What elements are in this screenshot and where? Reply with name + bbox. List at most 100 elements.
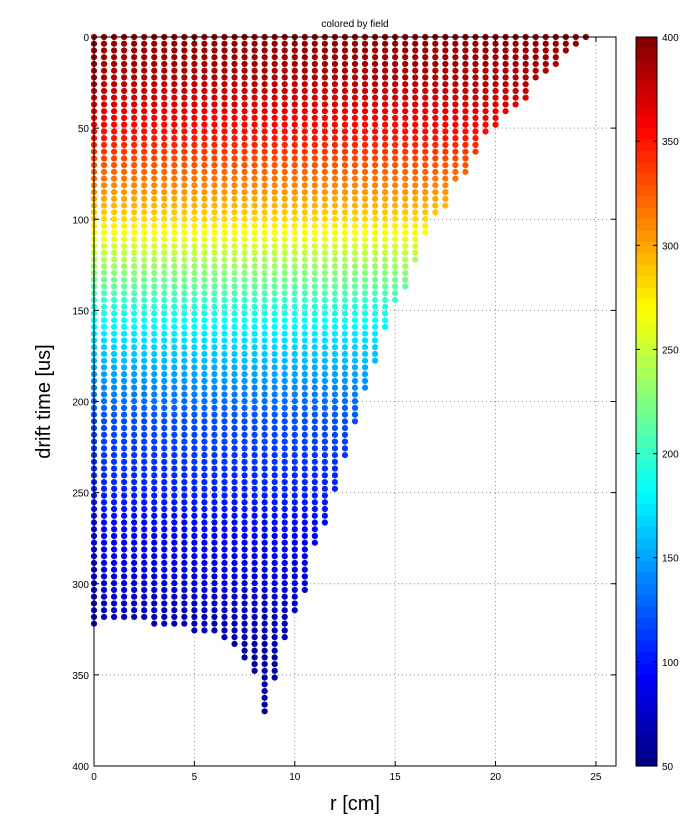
data-point xyxy=(191,391,198,398)
data-point xyxy=(291,593,298,600)
data-point xyxy=(371,67,379,74)
data-point xyxy=(291,350,298,358)
data-point xyxy=(100,81,108,88)
data-point xyxy=(141,465,148,472)
x-tick-label: 0 xyxy=(91,772,97,783)
data-point xyxy=(110,492,118,499)
data-point xyxy=(241,620,248,627)
data-point xyxy=(291,101,298,108)
data-point xyxy=(432,202,439,209)
data-point xyxy=(231,532,238,540)
data-point xyxy=(231,492,238,499)
data-point xyxy=(211,188,218,196)
y-tick-label: 350 xyxy=(72,671,89,682)
colorbar-band xyxy=(636,93,657,106)
data-point xyxy=(361,263,369,270)
data-point xyxy=(100,532,108,540)
data-point xyxy=(321,60,328,68)
data-point xyxy=(392,202,399,209)
data-point xyxy=(261,458,268,465)
data-point xyxy=(100,209,108,216)
data-point xyxy=(221,229,228,236)
data-point xyxy=(251,344,258,351)
y-tick-label: 0 xyxy=(83,33,89,44)
data-point xyxy=(291,202,298,209)
data-point xyxy=(402,141,409,148)
data-point xyxy=(532,74,539,81)
data-point xyxy=(422,141,429,148)
data-point xyxy=(291,559,298,567)
data-point xyxy=(392,269,399,277)
data-point xyxy=(351,411,359,418)
data-point xyxy=(131,162,138,169)
data-point xyxy=(271,67,278,74)
data-point xyxy=(161,209,168,216)
data-point xyxy=(442,101,449,108)
data-point xyxy=(181,121,188,128)
data-point xyxy=(281,269,288,277)
data-point xyxy=(281,188,288,196)
data-point xyxy=(151,269,158,277)
data-point xyxy=(211,114,218,122)
data-point xyxy=(482,121,489,128)
data-point xyxy=(241,195,248,202)
data-point xyxy=(151,121,158,128)
data-point xyxy=(422,155,429,162)
data-point xyxy=(110,276,118,283)
data-point xyxy=(110,87,118,95)
data-point xyxy=(100,344,108,351)
data-point xyxy=(442,81,449,88)
data-point xyxy=(462,148,469,155)
data-point xyxy=(412,195,419,202)
data-point xyxy=(191,330,198,337)
data-point xyxy=(281,499,288,506)
data-point xyxy=(151,40,158,47)
data-point xyxy=(100,283,108,290)
data-point xyxy=(492,40,499,47)
data-point xyxy=(181,155,188,162)
data-point xyxy=(181,330,188,337)
data-point xyxy=(311,532,318,540)
colorbar-band xyxy=(636,492,657,505)
data-point xyxy=(311,229,318,236)
data-point xyxy=(392,195,399,202)
data-point xyxy=(191,418,198,425)
data-point xyxy=(211,323,218,331)
data-point xyxy=(181,364,188,371)
data-point xyxy=(402,162,409,169)
data-point xyxy=(141,317,148,324)
data-point xyxy=(231,634,238,641)
data-point xyxy=(392,222,399,229)
data-point xyxy=(402,276,409,283)
data-point xyxy=(211,337,218,344)
data-point xyxy=(191,94,198,101)
data-point xyxy=(161,425,168,432)
data-point xyxy=(151,613,158,621)
data-point xyxy=(311,485,318,492)
data-point xyxy=(241,512,248,519)
colorbar-band xyxy=(636,59,657,72)
data-point xyxy=(241,546,248,553)
data-point xyxy=(100,505,108,513)
data-point xyxy=(211,627,218,634)
data-point xyxy=(141,532,148,540)
data-point xyxy=(121,296,128,304)
data-point xyxy=(472,94,479,101)
data-point xyxy=(261,222,268,229)
data-point xyxy=(261,667,268,674)
data-point xyxy=(502,60,509,68)
data-point xyxy=(151,215,158,223)
data-point xyxy=(121,195,128,202)
data-point xyxy=(452,87,459,95)
data-point xyxy=(231,101,238,108)
data-point xyxy=(100,242,108,250)
data-point xyxy=(191,175,198,182)
data-point xyxy=(121,175,128,182)
colorbar-band xyxy=(636,242,657,255)
data-point xyxy=(251,607,258,614)
data-point xyxy=(432,60,439,68)
data-point xyxy=(552,40,559,47)
data-point xyxy=(382,290,389,297)
data-point xyxy=(121,168,128,175)
data-point xyxy=(121,546,128,553)
